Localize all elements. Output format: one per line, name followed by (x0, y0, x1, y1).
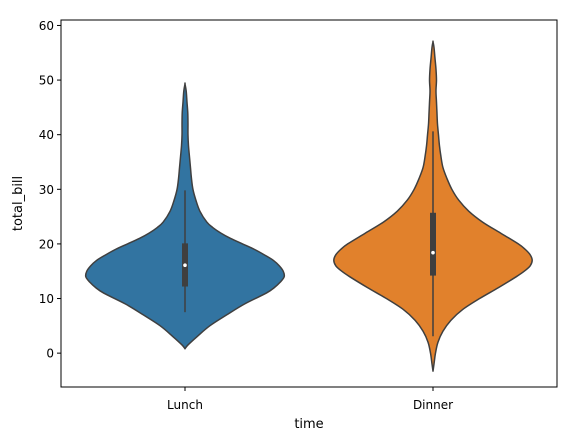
y-tick-label: 60 (39, 19, 54, 33)
y-tick-label: 0 (46, 347, 54, 361)
y-tick-label: 20 (39, 237, 54, 251)
x-axis-label: time (294, 417, 323, 432)
median-marker-lunch (183, 263, 187, 268)
iqr-box-dinner (430, 212, 436, 276)
y-tick-label: 40 (39, 128, 54, 142)
x-tick-label: Dinner (413, 398, 453, 412)
median-marker-dinner (431, 250, 435, 255)
y-axis: 0 10 20 30 40 50 60 (39, 19, 61, 361)
y-axis-label: total_bill (11, 176, 26, 231)
x-axis: Lunch Dinner (167, 387, 453, 412)
violins (84, 40, 533, 372)
y-tick-label: 50 (39, 74, 54, 88)
y-tick-label: 10 (39, 292, 54, 306)
x-tick-label: Lunch (167, 398, 203, 412)
y-tick-label: 30 (39, 183, 54, 197)
plot-frame (60, 19, 558, 388)
